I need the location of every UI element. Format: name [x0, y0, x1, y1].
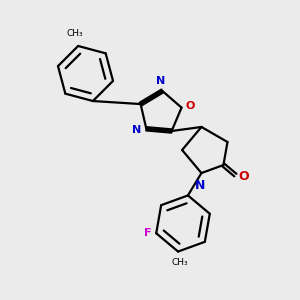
- Text: F: F: [144, 228, 152, 238]
- Text: O: O: [185, 101, 194, 111]
- Text: N: N: [132, 125, 141, 135]
- Text: N: N: [156, 76, 166, 86]
- Text: CH₃: CH₃: [67, 28, 83, 38]
- Text: O: O: [238, 170, 249, 183]
- Text: CH₃: CH₃: [171, 258, 188, 267]
- Text: N: N: [195, 179, 205, 192]
